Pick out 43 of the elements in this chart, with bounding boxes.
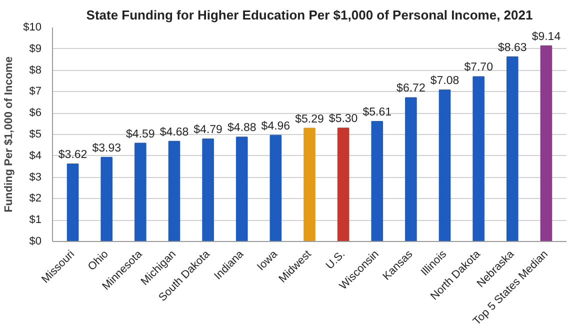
data-label: $7.08 bbox=[430, 74, 460, 87]
data-label: $4.88 bbox=[227, 122, 256, 134]
data-label: $3.62 bbox=[58, 149, 88, 162]
bar bbox=[202, 138, 214, 242]
data-label: $5.29 bbox=[295, 113, 324, 126]
data-label: $5.61 bbox=[362, 106, 392, 118]
y-tick-label: $1 bbox=[29, 214, 42, 226]
data-label: $3.93 bbox=[92, 142, 121, 154]
bar bbox=[270, 134, 282, 242]
y-tick-label: $9 bbox=[29, 42, 42, 55]
bar bbox=[405, 97, 417, 242]
y-axis-title: Funding Per $1,000 of Income bbox=[3, 56, 16, 212]
y-tick-label: $0 bbox=[29, 236, 42, 248]
y-tick-label: $3 bbox=[29, 171, 42, 184]
bar bbox=[236, 136, 248, 242]
bar bbox=[337, 128, 350, 242]
bar bbox=[438, 89, 451, 242]
data-label: $4.79 bbox=[194, 124, 222, 136]
bar bbox=[506, 56, 518, 242]
y-tick-label: $10 bbox=[23, 22, 42, 34]
y-tick-label: $5 bbox=[29, 128, 42, 140]
chart-title: State Funding for Higher Education Per $1,000 of Personal Income, 2021 bbox=[86, 8, 533, 22]
y-tick-label: $6 bbox=[29, 107, 42, 120]
bar bbox=[168, 140, 180, 242]
data-label: $4.59 bbox=[126, 128, 155, 140]
y-tick-label: $8 bbox=[29, 64, 42, 76]
data-label: $6.72 bbox=[396, 82, 426, 95]
bar bbox=[540, 45, 552, 242]
data-label: $8.63 bbox=[498, 42, 527, 54]
y-tick-label: $7 bbox=[29, 86, 42, 98]
bar bbox=[371, 120, 384, 242]
bar bbox=[304, 128, 316, 242]
data-label: $5.30 bbox=[328, 113, 358, 126]
data-label: $4.68 bbox=[160, 126, 189, 138]
y-tick-label: $2 bbox=[29, 192, 42, 205]
data-label: $7.70 bbox=[464, 62, 493, 74]
bar bbox=[100, 156, 113, 242]
bar bbox=[472, 76, 484, 242]
bar bbox=[134, 142, 146, 242]
y-tick-label: $4 bbox=[29, 150, 42, 162]
data-label: $9.14 bbox=[532, 30, 562, 43]
bar bbox=[66, 164, 79, 242]
data-label: $4.96 bbox=[261, 120, 290, 132]
